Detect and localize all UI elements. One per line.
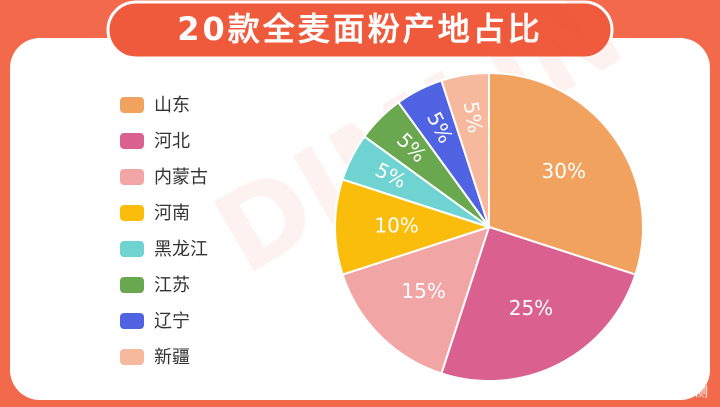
pie-slice [440, 71, 490, 228]
legend-label: 新疆 [154, 347, 190, 368]
legend-label: 河北 [154, 131, 190, 152]
legend-swatch [120, 349, 144, 365]
legend-label: 山东 [154, 95, 190, 116]
legend-label: 内蒙古 [154, 167, 208, 188]
legend-swatch [120, 277, 144, 293]
pie-slice [440, 225, 637, 382]
legend-swatch [120, 241, 144, 257]
pie-slice [334, 178, 493, 276]
footer: 搜狐号 @盯芒评测 [600, 385, 708, 401]
legend-label: 黑龙江 [154, 239, 208, 260]
legend-label: 江苏 [154, 275, 190, 296]
legend-swatch [120, 313, 144, 329]
legend-label: 辽宁 [154, 311, 190, 332]
chart-title: 20款全麦面粉产地占比 [177, 10, 543, 48]
value-label: 5% [459, 100, 488, 135]
legend-swatch [120, 205, 144, 221]
value-label: 25% [509, 296, 553, 320]
legend-swatch [120, 133, 144, 149]
value-label: 15% [401, 279, 445, 303]
value-label: 10% [374, 214, 418, 238]
pie-slice [488, 71, 644, 276]
legend-label: 河南 [154, 203, 190, 224]
legend-swatch [120, 169, 144, 185]
value-label: 30% [542, 159, 586, 183]
legend-swatch [120, 97, 144, 113]
title-pill [106, 0, 614, 60]
